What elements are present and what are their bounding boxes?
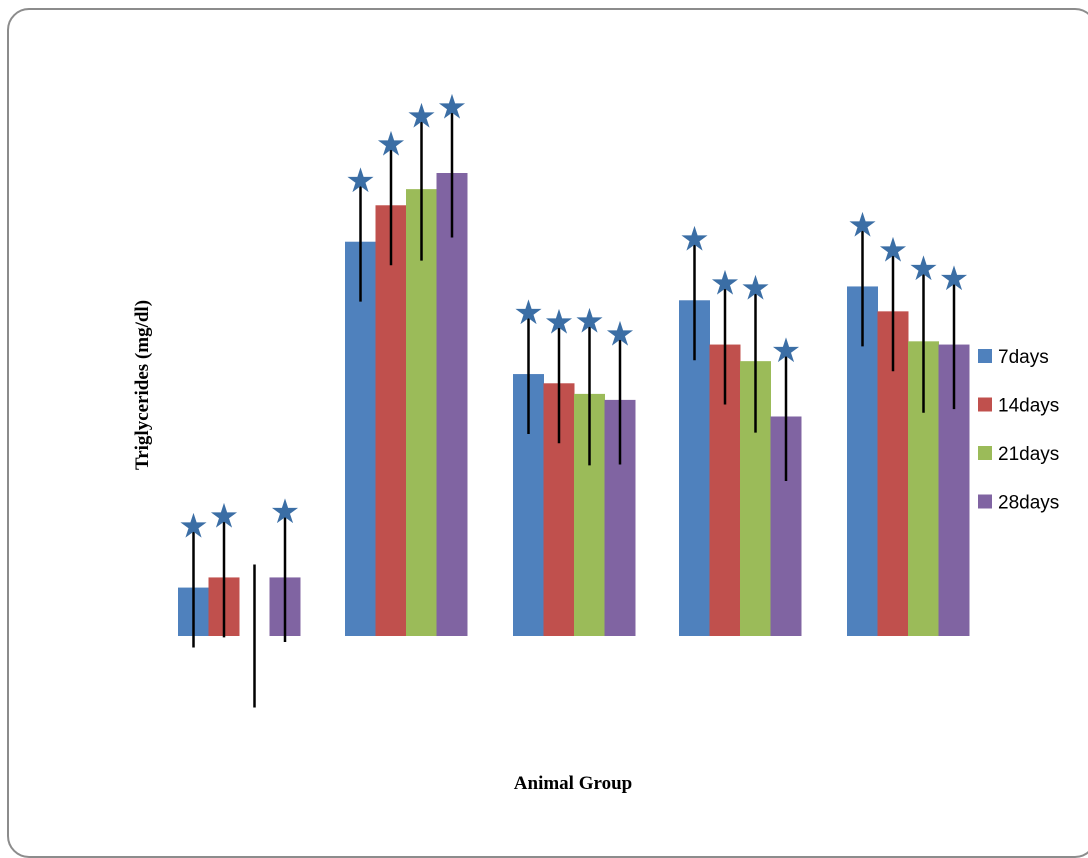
y-axis-title: Triglycerides (mg/dl) xyxy=(132,300,153,470)
bar-21days-group-2 xyxy=(406,189,437,636)
significance-star-21days-group-5: ★ xyxy=(908,249,938,289)
significance-star-21days-group-3: ★ xyxy=(574,301,604,341)
significance-star-7days-group-4: ★ xyxy=(679,219,709,259)
significance-star-14days-group-5: ★ xyxy=(878,230,908,270)
legend: 7days 14days 21days 28days xyxy=(978,347,1059,514)
legend-label-28days: 28days xyxy=(998,493,1059,514)
significance-star-21days-group-4: ★ xyxy=(740,269,770,309)
significance-star-7days-group-5: ★ xyxy=(847,205,877,245)
significance-stars-layer: ★★★★ ★★★★★★★★★ ★★★★ ★★ xyxy=(178,87,969,546)
legend-swatch-28days xyxy=(978,494,992,509)
legend-swatch-14days xyxy=(978,397,992,412)
significance-star-14days-group-2: ★ xyxy=(376,124,406,164)
significance-star-14days-group-3: ★ xyxy=(544,302,574,342)
significance-star-14days-group-4: ★ xyxy=(710,264,740,304)
x-axis-title: Animal Group xyxy=(514,773,632,794)
bar-28days-group-2 xyxy=(436,173,468,636)
significance-star-28days-group-5: ★ xyxy=(939,259,969,299)
bar-7days-group-2 xyxy=(345,241,376,636)
significance-star-7days-group-2: ★ xyxy=(345,161,375,201)
significance-star-28days-group-2: ★ xyxy=(437,87,467,127)
legend-swatch-21days xyxy=(978,446,992,460)
bar-14days-group-2 xyxy=(375,205,407,636)
significance-star-21days-group-2: ★ xyxy=(406,97,436,137)
legend-swatch-7days xyxy=(978,349,992,363)
significance-star-28days-group-1: ★ xyxy=(270,492,300,532)
significance-star-14days-group-1: ★ xyxy=(209,496,239,536)
significance-star-7days-group-1: ★ xyxy=(178,507,208,547)
error-bars-layer xyxy=(192,108,956,708)
legend-label-7days: 7days xyxy=(998,347,1049,368)
significance-star-7days-group-3: ★ xyxy=(513,293,543,333)
legend-label-14days: 14days xyxy=(998,396,1059,417)
significance-star-28days-group-4: ★ xyxy=(771,331,801,371)
significance-star-28days-group-3: ★ xyxy=(605,314,635,354)
legend-label-21days: 21days xyxy=(998,444,1059,465)
